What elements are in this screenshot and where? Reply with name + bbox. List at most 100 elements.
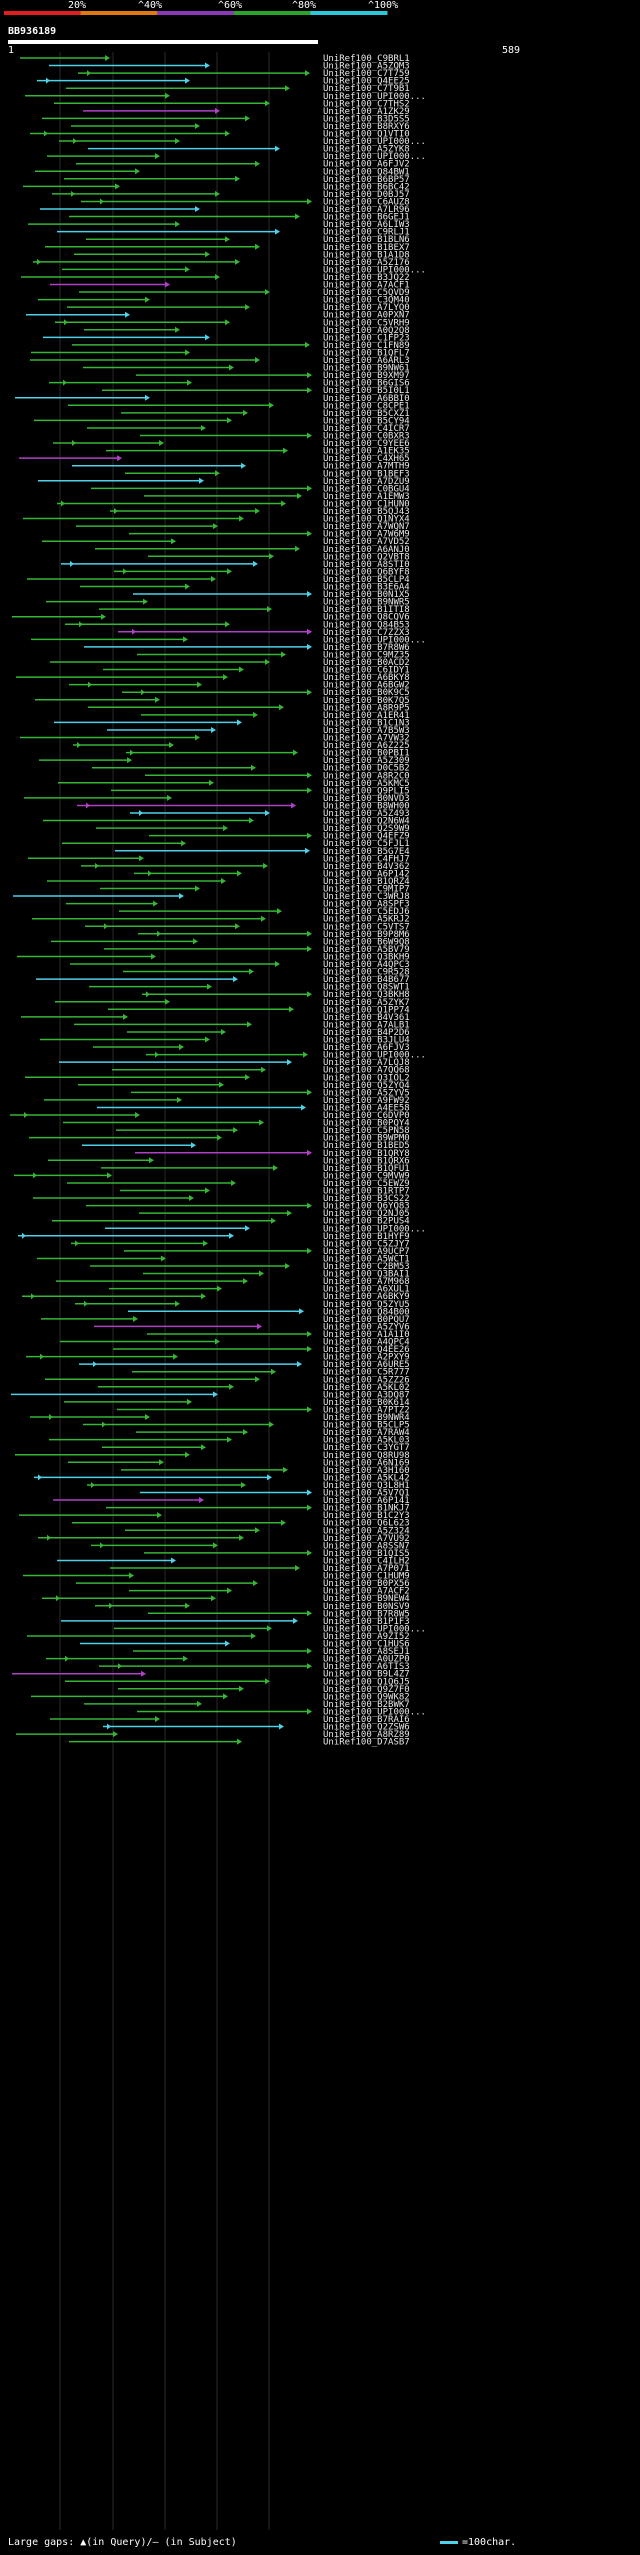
hit-row[interactable]: UniRef100_B2PUS4 bbox=[52, 1217, 410, 1227]
hit-accession-label[interactable]: UniRef100_UPI000... bbox=[323, 137, 426, 147]
hit-row[interactable]: UniRef100_Q6BYF8 bbox=[114, 567, 410, 577]
hit-row[interactable]: UniRef100_A6ARL3 bbox=[30, 356, 410, 366]
hit-row[interactable]: UniRef100_UPI000... bbox=[31, 635, 426, 645]
hit-row[interactable]: UniRef100_B1A1D8 bbox=[74, 250, 410, 260]
hit-accession-label[interactable]: UniRef100_A1EK35 bbox=[323, 447, 410, 457]
hit-accession-label[interactable]: UniRef100_B1BEX7 bbox=[323, 243, 410, 253]
hit-accession-label[interactable]: UniRef100_D0C5B2 bbox=[323, 764, 410, 774]
hit-row[interactable]: UniRef100_A0UZP0 bbox=[46, 1655, 410, 1665]
hit-row[interactable]: UniRef100_B5G7E4 bbox=[115, 847, 410, 857]
hit-row[interactable]: UniRef100_UPI000... bbox=[62, 265, 426, 275]
hit-row[interactable]: UniRef100_Q3BKH9 bbox=[17, 952, 410, 962]
hit-row[interactable]: UniRef100_A8SSN7 bbox=[91, 1541, 410, 1551]
hit-row[interactable]: UniRef100_UPI000... bbox=[105, 1224, 426, 1234]
hit-accession-label[interactable]: UniRef100_D0BJ57 bbox=[323, 190, 410, 200]
hit-accession-label[interactable]: UniRef100_Q8RU98 bbox=[323, 1451, 410, 1461]
hit-accession-label[interactable]: UniRef100_B3D5S5 bbox=[323, 114, 410, 124]
hit-accession-label[interactable]: UniRef100_B1QFL7 bbox=[323, 348, 410, 358]
hit-row[interactable]: UniRef100_A6FJV2 bbox=[76, 160, 410, 170]
hit-accession-label[interactable]: UniRef100_B1A1D8 bbox=[323, 250, 410, 260]
hit-row[interactable]: UniRef100_A5ZYK8 bbox=[88, 145, 410, 155]
hit-accession-label[interactable]: UniRef100_A8STI0 bbox=[323, 560, 410, 570]
hit-row[interactable]: UniRef100_A5ZYV5 bbox=[131, 1088, 410, 1098]
hit-accession-label[interactable]: UniRef100_B0PQU7 bbox=[323, 1315, 410, 1325]
hit-accession-label[interactable]: UniRef100_A5ZZ26 bbox=[323, 1375, 410, 1385]
hit-accession-label[interactable]: UniRef100_B7R8W5 bbox=[323, 1609, 410, 1619]
hit-row[interactable]: UniRef100_C7T759 bbox=[78, 69, 410, 79]
hit-accession-label[interactable]: UniRef100_A7LR96 bbox=[323, 205, 410, 215]
hit-accession-label[interactable]: UniRef100_A5KRJ2 bbox=[323, 915, 410, 925]
hit-row[interactable]: UniRef100_C1FN89 bbox=[72, 341, 410, 351]
hit-row[interactable]: UniRef100_B7R8W6 bbox=[84, 643, 410, 653]
hit-accession-label[interactable]: UniRef100_C4ILH2 bbox=[323, 1556, 410, 1566]
hit-row[interactable]: UniRef100_B3E6A4 bbox=[80, 583, 410, 593]
hit-accession-label[interactable]: UniRef100_Q3BKH8 bbox=[323, 990, 410, 1000]
hit-accession-label[interactable]: UniRef100_B9L4Z7 bbox=[323, 1670, 410, 1680]
hit-row[interactable]: UniRef100_Q4EE26 bbox=[113, 1345, 410, 1355]
hit-accession-label[interactable]: UniRef100_C0BGU4 bbox=[323, 484, 410, 494]
hit-row[interactable]: UniRef100_Q1Q6J5 bbox=[65, 1677, 410, 1687]
hit-row[interactable]: UniRef100_A7B5W3 bbox=[107, 726, 410, 736]
hit-accession-label[interactable]: UniRef100_B9NEW4 bbox=[323, 1594, 410, 1604]
hit-accession-label[interactable]: UniRef100_Q84B00 bbox=[323, 1307, 410, 1317]
hit-row[interactable]: UniRef100_A5KL03 bbox=[49, 1436, 410, 1446]
hit-accession-label[interactable]: UniRef100_C5VRH9 bbox=[323, 318, 410, 328]
hit-row[interactable]: UniRef100_A1ER41 bbox=[141, 711, 410, 721]
hit-row[interactable]: UniRef100_A7QQ68 bbox=[112, 1066, 410, 1076]
hit-row[interactable]: UniRef100_A7DZU9 bbox=[38, 477, 410, 487]
hit-accession-label[interactable]: UniRef100_A0PXN7 bbox=[323, 311, 410, 321]
hit-accession-label[interactable]: UniRef100_Q4EE26 bbox=[323, 1345, 410, 1355]
hit-accession-label[interactable]: UniRef100_C3WRJ8 bbox=[323, 892, 410, 902]
hit-accession-label[interactable]: UniRef100_A3DQ87 bbox=[323, 1390, 410, 1400]
hit-row[interactable]: UniRef100_A5Z309 bbox=[39, 756, 410, 766]
hit-row[interactable]: UniRef100_B9P8M6 bbox=[138, 930, 410, 940]
hit-row[interactable]: UniRef100_Q8CQV6 bbox=[12, 613, 410, 623]
hit-accession-label[interactable]: UniRef100_B0K9C5 bbox=[323, 688, 410, 698]
hit-accession-label[interactable]: UniRef100_A8RZ89 bbox=[323, 1730, 410, 1740]
hit-row[interactable]: UniRef100_UPI000... bbox=[146, 1051, 426, 1061]
hit-accession-label[interactable]: UniRef100_Q8SWT1 bbox=[323, 983, 410, 993]
hit-accession-label[interactable]: UniRef100_A5ZQM3 bbox=[323, 62, 410, 72]
hit-accession-label[interactable]: UniRef100_A8SSN7 bbox=[323, 1541, 410, 1551]
hit-accession-label[interactable]: UniRef100_UPI000... bbox=[323, 1707, 426, 1717]
hit-accession-label[interactable]: UniRef100_Q8CQV6 bbox=[323, 613, 410, 623]
hit-accession-label[interactable]: UniRef100_B0NVD3 bbox=[323, 794, 410, 804]
hit-row[interactable]: UniRef100_B0NVD3 bbox=[24, 794, 410, 804]
hit-accession-label[interactable]: UniRef100_B2BWK7 bbox=[323, 1700, 410, 1710]
hit-accession-label[interactable]: UniRef100_Q3BAI1 bbox=[323, 1270, 410, 1280]
hit-row[interactable]: UniRef100_C4ICR7 bbox=[87, 424, 410, 434]
hit-row[interactable]: UniRef100_A8R2C0 bbox=[145, 771, 410, 781]
hit-row[interactable]: UniRef100_A5ZQM3 bbox=[49, 62, 410, 72]
hit-row[interactable]: UniRef100_C9YEE6 bbox=[53, 439, 410, 449]
hit-accession-label[interactable]: UniRef100_UPI000... bbox=[323, 1224, 426, 1234]
hit-accession-label[interactable]: UniRef100_Q4EFZ9 bbox=[323, 832, 410, 842]
hit-row[interactable]: UniRef100_A9ZI52 bbox=[27, 1632, 410, 1642]
hit-accession-label[interactable]: UniRef100_B4V361 bbox=[323, 1013, 410, 1023]
hit-accession-label[interactable]: UniRef100_C0BXR3 bbox=[323, 432, 410, 442]
hit-accession-label[interactable]: UniRef100_C5VTS7 bbox=[323, 922, 410, 932]
hit-row[interactable]: UniRef100_C1HUS6 bbox=[80, 1640, 410, 1650]
hit-row[interactable]: UniRef100_B9L4Z7 bbox=[12, 1670, 410, 1680]
hit-accession-label[interactable]: UniRef100_A6P142 bbox=[323, 869, 410, 879]
hit-row[interactable]: UniRef100_Q6YQ83 bbox=[86, 1202, 410, 1212]
hit-accession-label[interactable]: UniRef100_A7VW32 bbox=[323, 734, 410, 744]
hit-row[interactable]: UniRef100_C0BXR3 bbox=[140, 432, 410, 442]
hit-accession-label[interactable]: UniRef100_B1C1N3 bbox=[323, 718, 410, 728]
hit-accession-label[interactable]: UniRef100_B5G7E4 bbox=[323, 847, 410, 857]
hit-accession-label[interactable]: UniRef100_A5KL03 bbox=[323, 1436, 410, 1446]
hit-accession-label[interactable]: UniRef100_C6IDY1 bbox=[323, 666, 410, 676]
hit-accession-label[interactable]: UniRef100_Q2S9W9 bbox=[323, 824, 410, 834]
hit-accession-label[interactable]: UniRef100_A5WCT1 bbox=[323, 1254, 410, 1264]
hit-accession-label[interactable]: UniRef100_B0PQY4 bbox=[323, 1119, 410, 1129]
hit-accession-label[interactable]: UniRef100_A7RAW4 bbox=[323, 1428, 410, 1438]
hit-row[interactable]: UniRef100_A5Z493 bbox=[130, 809, 410, 819]
hit-row[interactable]: UniRef100_Q2N6W4 bbox=[43, 817, 410, 827]
hit-accession-label[interactable]: UniRef100_UPI000... bbox=[323, 265, 426, 275]
hit-accession-label[interactable]: UniRef100_C5PN58 bbox=[323, 1126, 410, 1136]
hit-accession-label[interactable]: UniRef100_B1QRZ4 bbox=[323, 877, 410, 887]
hit-row[interactable]: UniRef100_A6ANJ0 bbox=[95, 545, 410, 555]
hit-accession-label[interactable]: UniRef100_A7ACF1 bbox=[323, 281, 410, 291]
hit-accession-label[interactable]: UniRef100_A4QPC3 bbox=[323, 960, 410, 970]
hit-accession-label[interactable]: UniRef100_B5CLP4 bbox=[323, 575, 410, 585]
hit-accession-label[interactable]: UniRef100_A7ACF2 bbox=[323, 1587, 410, 1597]
